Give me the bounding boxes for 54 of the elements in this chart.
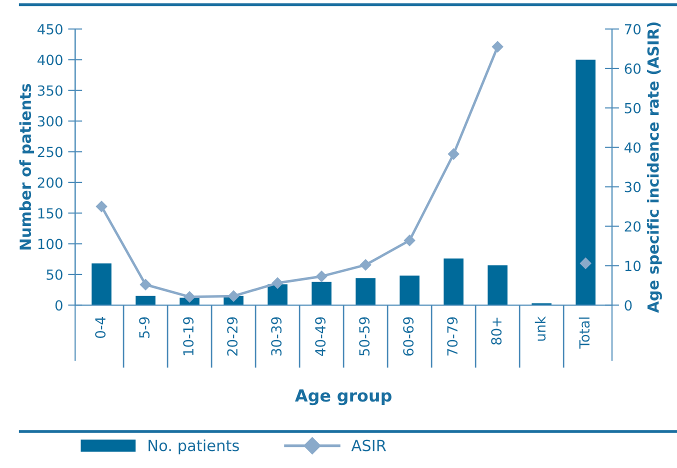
x-tick-label: 20-29 [227,317,238,356]
x-tick-label: 60-69 [403,317,414,356]
y2-tick-label: 30 [624,182,641,192]
bar [136,296,156,306]
y2-tick-label: 10 [625,260,641,272]
y2-axis-title: Age specific incidence rate (ASIR) [647,22,662,313]
x-tick-label: Total [578,318,590,349]
x-tick-label: 50-59 [359,317,370,356]
y2-tick-label: 50 [624,102,641,114]
x-tick-label: 40-49 [315,317,326,356]
y-tick-label: 150 [38,208,62,219]
bar [576,60,596,306]
bar [488,265,508,306]
x-tick-label: 80+ [491,318,502,345]
x-tick-label: unk [534,316,546,341]
y-tick-label: 300 [38,116,62,127]
point [360,259,372,271]
point [492,41,504,52]
y-tick-label: 350 [38,85,62,96]
y-tick-label: 50 [46,269,62,280]
y-axis-title: Number of patients [19,84,34,250]
x-tick-label: 70-79 [447,317,458,356]
legend-label: ASIR [351,440,386,452]
y2-tick-label: 70 [624,24,641,34]
point [228,290,240,302]
bar [312,282,332,306]
y-tick-label: 400 [38,54,62,66]
point [96,200,108,212]
legend-label: No. patients [148,439,239,454]
y-tick-label: 200 [38,177,62,188]
y-tick-label: 450 [38,24,62,34]
y-tick-label: 0 [55,300,62,311]
x-tick-label: 10-19 [183,317,194,356]
y2-tick-label: 20 [624,221,641,232]
point [140,279,152,290]
point [580,258,592,269]
bar [92,263,112,306]
y-tick-label: 100 [38,238,62,250]
x-tick-label: 5-9 [139,317,150,338]
y-tick-label: 250 [38,146,62,158]
point [272,277,284,289]
x-tick-label: 30-39 [271,317,282,356]
x-tick-label: 0-4 [95,317,106,338]
y2-tick-label: 0 [624,300,632,311]
point [316,270,328,282]
bar [400,276,420,306]
point [184,291,196,302]
bar [356,278,376,306]
x-axis-title: Age group [294,389,392,406]
y2-tick-label: 60 [624,63,641,74]
point [448,148,460,160]
bar [444,258,464,306]
point [404,234,416,246]
y2-tick-label: 40 [624,142,641,153]
